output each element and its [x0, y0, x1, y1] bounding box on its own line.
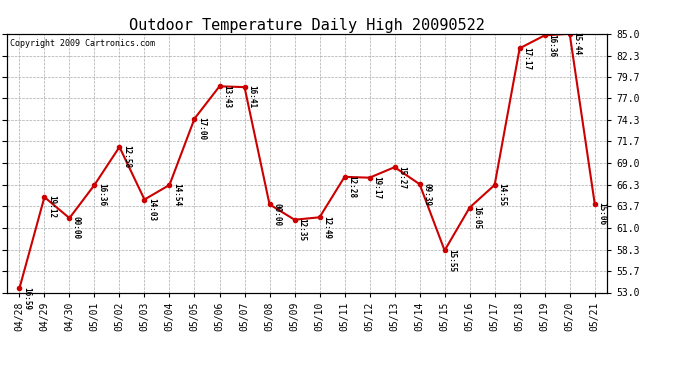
Text: 16:41: 16:41	[247, 86, 256, 109]
Text: 19:12: 19:12	[47, 195, 56, 219]
Title: Outdoor Temperature Daily High 20090522: Outdoor Temperature Daily High 20090522	[129, 18, 485, 33]
Text: 15:06: 15:06	[598, 202, 607, 225]
Text: 12:28: 12:28	[347, 175, 356, 198]
Text: 16:59: 16:59	[22, 287, 31, 310]
Text: 19:17: 19:17	[372, 176, 381, 199]
Text: 15:55: 15:55	[447, 249, 456, 272]
Text: 13:43: 13:43	[222, 85, 231, 108]
Text: 15:27: 15:27	[397, 165, 406, 189]
Text: 17:00: 17:00	[197, 117, 206, 140]
Text: 12:35: 12:35	[297, 218, 306, 241]
Text: Copyright 2009 Cartronics.com: Copyright 2009 Cartronics.com	[10, 39, 155, 48]
Text: 09:39: 09:39	[422, 183, 431, 206]
Text: 15:44: 15:44	[572, 32, 581, 55]
Text: 16:36: 16:36	[547, 34, 556, 57]
Text: 12:58: 12:58	[122, 146, 131, 168]
Text: 12:49: 12:49	[322, 216, 331, 239]
Text: 16:05: 16:05	[472, 206, 481, 229]
Text: 14:54: 14:54	[172, 183, 181, 207]
Text: 00:00: 00:00	[72, 216, 81, 240]
Text: 14:03: 14:03	[147, 198, 156, 221]
Text: 17:17: 17:17	[522, 47, 531, 70]
Text: 16:36: 16:36	[97, 183, 106, 207]
Text: 00:00: 00:00	[272, 203, 281, 226]
Text: 14:55: 14:55	[497, 183, 506, 207]
